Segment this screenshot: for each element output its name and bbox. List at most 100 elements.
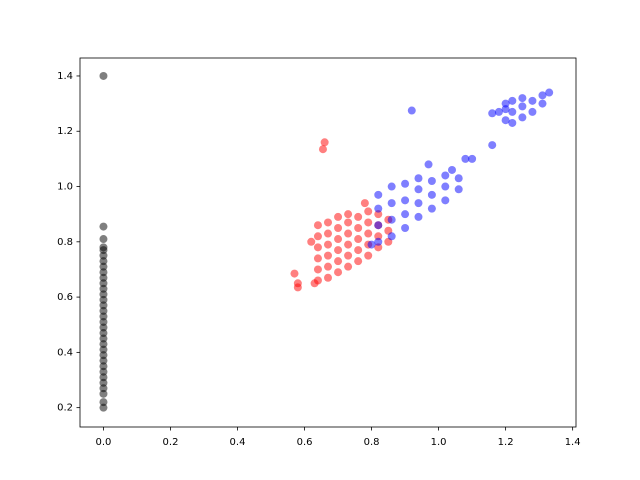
point [99,389,108,398]
y-tick-label: 0.6 [57,292,73,303]
point [401,223,410,232]
point [360,199,369,208]
point [374,232,383,241]
point [508,107,517,116]
point [324,229,332,238]
point [454,174,463,183]
point [387,232,396,241]
point [538,91,547,100]
point [364,218,373,227]
point [501,99,510,108]
point [334,246,343,255]
point [414,212,423,221]
point [99,312,108,321]
y-tick-label: 0.2 [57,403,73,414]
point [374,210,383,219]
point [501,105,510,114]
point [324,262,332,271]
point [414,174,423,183]
point [441,182,450,191]
point [99,345,108,354]
point [374,190,383,199]
point [99,356,108,365]
point [518,113,527,122]
point [354,235,363,244]
point [424,160,433,169]
x-tick-label: 0.4 [230,437,246,448]
point [374,204,383,213]
point [461,154,470,163]
point [310,279,319,288]
point [528,96,537,105]
y-tick-label: 1.2 [57,126,73,137]
point [387,182,396,191]
point [313,265,322,274]
point [99,279,108,288]
point [354,246,363,255]
point [518,94,527,103]
y-tick-label: 1.4 [57,71,73,82]
point [441,196,450,205]
point [344,210,353,219]
point [99,284,108,293]
point [488,109,497,118]
point [354,257,363,266]
point [508,118,517,127]
point [427,204,436,213]
point [313,232,322,241]
x-tick-label: 0.2 [163,437,179,448]
point [401,196,410,205]
point [334,257,343,266]
point [354,212,363,221]
y-tick-label: 1.0 [57,182,73,193]
point [99,243,108,252]
point [99,317,108,326]
x-tick-label: 1.0 [431,437,447,448]
point [99,323,108,332]
point [414,185,423,194]
point [99,251,108,260]
x-tick-label: 1.2 [498,437,514,448]
point [99,290,108,299]
point [324,240,332,249]
point [344,218,353,227]
point [407,106,416,115]
point [318,145,327,154]
point [501,116,510,125]
point [344,229,353,238]
point [99,373,108,382]
point [387,215,396,224]
point [99,340,108,349]
point [99,257,108,266]
point [99,384,108,393]
point [334,212,343,221]
point [313,254,322,263]
point [99,262,108,271]
point [545,88,554,97]
point [528,107,537,116]
point [324,273,332,282]
point [374,237,383,246]
point [99,367,108,376]
point [99,403,108,412]
x-tick-label: 0.6 [297,437,313,448]
point [401,179,410,188]
point [468,154,477,163]
point [508,96,517,105]
point [290,269,299,278]
point [488,141,497,150]
point [99,398,108,407]
point [374,243,383,252]
point [427,190,436,199]
point [387,199,396,208]
point [99,301,108,310]
point [401,210,410,219]
point [324,218,332,227]
x-tick-label: 0.8 [364,437,380,448]
point [374,221,383,230]
point [99,362,108,371]
point [454,185,463,194]
point [99,295,108,304]
point [367,240,376,249]
